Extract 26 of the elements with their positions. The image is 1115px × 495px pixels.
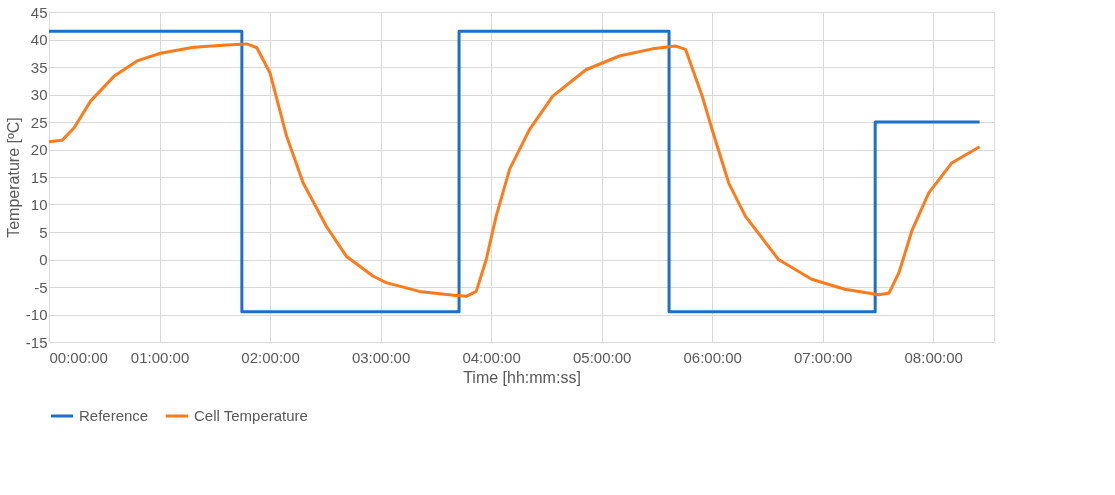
y-tick-label: 45 bbox=[30, 3, 48, 21]
y-tick-label: 0 bbox=[39, 251, 48, 268]
x-tick-label: 08:00:00 bbox=[904, 348, 963, 366]
x-tick-label: 05:00:00 bbox=[572, 348, 632, 366]
y-tick-label: 20 bbox=[30, 141, 48, 158]
y-tick-label: 30 bbox=[30, 86, 48, 103]
y-tick-label: 35 bbox=[30, 58, 48, 76]
x-tick-label: 00:00:00 bbox=[49, 348, 108, 366]
x-axis-title: Time [hh:mm:ss] bbox=[463, 368, 581, 386]
y-tick-label: -15 bbox=[25, 333, 48, 351]
y-axis-title: Temperature [ºC] bbox=[4, 117, 22, 238]
x-tick-label: 02:00:00 bbox=[241, 348, 300, 366]
x-tick-label: 04:00:00 bbox=[462, 348, 521, 366]
x-tick-label: 01:00:00 bbox=[130, 348, 190, 366]
y-tick-label: 25 bbox=[30, 113, 48, 131]
y-tick-label: 15 bbox=[30, 168, 48, 186]
y-tick-label: -5 bbox=[34, 278, 48, 296]
legend-label: Reference bbox=[79, 407, 149, 424]
y-tick-label: -10 bbox=[25, 306, 48, 323]
y-tick-label: 40 bbox=[30, 31, 48, 48]
y-tick-label: 5 bbox=[39, 223, 48, 241]
y-tick-label: 10 bbox=[30, 196, 48, 213]
x-tick-label: 03:00:00 bbox=[351, 348, 411, 366]
x-tick-label: 07:00:00 bbox=[793, 348, 853, 366]
legend-label: Cell Temperature bbox=[194, 407, 308, 424]
x-tick-label: 06:00:00 bbox=[683, 348, 742, 366]
